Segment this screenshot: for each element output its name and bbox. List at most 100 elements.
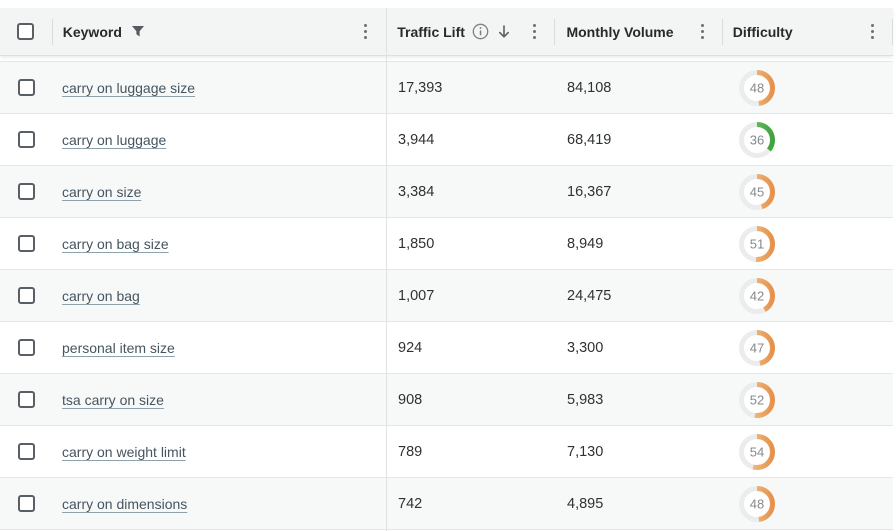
- difficulty-gauge: 42: [739, 277, 775, 314]
- monthly-volume-value: 7,130: [567, 443, 604, 460]
- header-checkbox-cell: [0, 8, 52, 55]
- traffic-lift-value: 3,384: [398, 183, 435, 200]
- monthly-volume-cell: 84,108: [556, 62, 723, 113]
- traffic-lift-cell: 3,384: [386, 166, 556, 217]
- keyword-link[interactable]: carry on weight limit: [62, 443, 186, 460]
- traffic-lift-value: 3,944: [398, 131, 435, 148]
- traffic-lift-cell: 742: [386, 478, 556, 529]
- monthly-volume-column-label: Monthly Volume: [566, 23, 674, 40]
- traffic-lift-value: 17,393: [398, 79, 443, 96]
- traffic-lift-column-menu-icon[interactable]: [528, 20, 541, 43]
- difficulty-cell: 51: [723, 218, 893, 269]
- monthly-volume-value: 24,475: [567, 287, 612, 304]
- keyword-cell: personal item size: [52, 322, 386, 373]
- monthly-volume-cell: 16,367: [556, 166, 723, 217]
- table-row: carry on luggage size 17,393 84,108 48: [0, 62, 893, 114]
- monthly-volume-value: 68,419: [567, 131, 612, 148]
- row-checkbox-cell: [0, 478, 52, 529]
- difficulty-gauge: 48: [739, 485, 775, 522]
- sort-descending-arrow-icon[interactable]: [497, 24, 511, 39]
- traffic-lift-cell: 789: [386, 426, 556, 477]
- row-checkbox-cell: [0, 218, 52, 269]
- row-checkbox[interactable]: [17, 79, 35, 96]
- monthly-volume-cell: 3,300: [556, 322, 723, 373]
- keyword-cell: carry on bag size: [52, 218, 386, 269]
- row-checkbox[interactable]: [17, 183, 35, 200]
- keyword-link[interactable]: carry on bag size: [62, 235, 169, 252]
- difficulty-cell: 45: [723, 166, 893, 217]
- column-divider: [891, 18, 893, 45]
- traffic-lift-value: 908: [398, 391, 423, 408]
- keyword-link[interactable]: carry on luggage size: [62, 79, 196, 96]
- difficulty-gauge: 45: [739, 173, 775, 210]
- header-difficulty: Difficulty: [723, 8, 892, 55]
- row-checkbox-cell: [0, 374, 52, 425]
- keyword-link[interactable]: personal item size: [62, 339, 175, 356]
- row-checkbox[interactable]: [17, 131, 35, 148]
- row-checkbox[interactable]: [17, 443, 35, 460]
- difficulty-gauge: 51: [739, 225, 775, 262]
- difficulty-gauge: 47: [739, 329, 775, 366]
- monthly-volume-cell: 68,419: [556, 114, 723, 165]
- row-checkbox-cell: [0, 62, 52, 113]
- row-checkbox[interactable]: [17, 287, 35, 304]
- monthly-volume-value: 3,300: [567, 339, 604, 356]
- traffic-lift-cell: 924: [386, 322, 556, 373]
- header-traffic-lift: Traffic Lift: [385, 8, 554, 55]
- row-checkbox-cell: [0, 166, 52, 217]
- svg-text:36: 36: [750, 132, 764, 147]
- svg-text:47: 47: [750, 340, 764, 355]
- row-checkbox[interactable]: [17, 339, 35, 356]
- monthly-volume-cell: 8,949: [556, 218, 723, 269]
- traffic-lift-column-label: Traffic Lift: [397, 23, 465, 40]
- row-checkbox-cell: [0, 322, 52, 373]
- svg-text:42: 42: [750, 288, 764, 303]
- keyword-cell: carry on bag: [52, 270, 386, 321]
- difficulty-column-menu-icon[interactable]: [866, 20, 879, 43]
- difficulty-cell: 54: [723, 426, 893, 477]
- difficulty-cell: 48: [723, 478, 893, 529]
- monthly-volume-cell: 24,475: [556, 270, 723, 321]
- keyword-link[interactable]: carry on bag: [62, 287, 140, 304]
- traffic-lift-cell: 3,944: [386, 114, 556, 165]
- keyword-cell: carry on luggage size: [52, 62, 386, 113]
- select-all-checkbox[interactable]: [17, 23, 35, 40]
- keyword-link[interactable]: carry on luggage: [62, 131, 167, 148]
- traffic-lift-value: 1,850: [398, 235, 435, 252]
- column-divider: [721, 18, 723, 45]
- keyword-cell: carry on weight limit: [52, 426, 386, 477]
- info-circle-icon[interactable]: [472, 23, 489, 40]
- table-row: carry on dimensions 742 4,895 48: [0, 478, 893, 530]
- header-keyword: Keyword: [53, 8, 385, 55]
- row-checkbox[interactable]: [17, 495, 35, 512]
- keyword-link[interactable]: carry on dimensions: [62, 495, 188, 512]
- difficulty-cell: 36: [723, 114, 893, 165]
- difficulty-cell: 48: [723, 62, 893, 113]
- difficulty-cell: 47: [723, 322, 893, 373]
- svg-text:48: 48: [750, 496, 764, 511]
- difficulty-gauge: 52: [739, 381, 775, 418]
- difficulty-gauge: 48: [739, 69, 775, 106]
- monthly-volume-cell: 4,895: [556, 478, 723, 529]
- monthly-volume-column-menu-icon[interactable]: [696, 20, 709, 43]
- column-divider: [51, 18, 53, 45]
- traffic-lift-value: 1,007: [398, 287, 435, 304]
- table-row: carry on bag size 1,850 8,949 51: [0, 218, 893, 270]
- keyword-link[interactable]: tsa carry on size: [62, 391, 164, 408]
- keyword-column-menu-icon[interactable]: [359, 20, 372, 43]
- row-checkbox[interactable]: [17, 235, 35, 252]
- row-checkbox[interactable]: [17, 391, 35, 408]
- keyword-cell: carry on luggage: [52, 114, 386, 165]
- row-checkbox-cell: [0, 270, 52, 321]
- traffic-lift-value: 742: [398, 495, 423, 512]
- table-row: tsa carry on size 908 5,983 52: [0, 374, 893, 426]
- header-monthly-volume: Monthly Volume: [555, 8, 721, 55]
- keyword-link[interactable]: carry on size: [62, 183, 142, 200]
- monthly-volume-value: 8,949: [567, 235, 604, 252]
- table-row: personal item size 924 3,300 47: [0, 322, 893, 374]
- table-body: carry on luggage size 17,393 84,108 48 c…: [0, 61, 893, 530]
- filter-funnel-icon[interactable]: [131, 25, 145, 38]
- svg-text:51: 51: [750, 236, 764, 251]
- svg-text:54: 54: [750, 444, 764, 459]
